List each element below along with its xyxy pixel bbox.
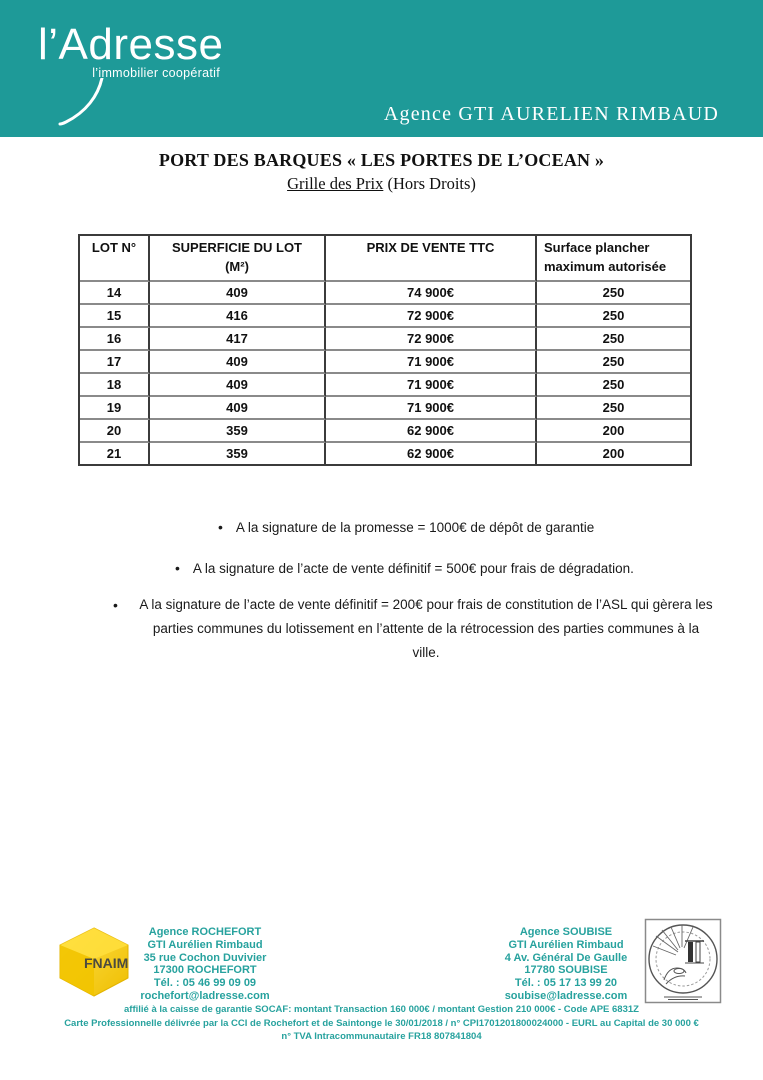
agency-rochefort-block: Agence ROCHEFORT GTI Aurélien Rimbaud 35 r… — [115, 926, 295, 1003]
table-row: 21 359 62 900€ 200 — [80, 443, 690, 464]
bullet-icon: • — [175, 560, 180, 576]
table-cell: 62 900€ — [326, 443, 537, 464]
agency-address-line: Tél. : 05 46 99 09 09 — [153, 977, 257, 990]
ladresse-logo-tagline: l’immobilier coopératif — [92, 66, 220, 80]
price-table-body: 14 409 74 900€ 250 15 416 72 900€ 250 16 417 72 90… — [80, 282, 690, 464]
table-cell: 359 — [150, 420, 326, 443]
header-band: l’Adresse l’immobilier coopératif Agence… — [0, 0, 763, 137]
agency-address-line: soubise@ladresse.com — [504, 989, 628, 1002]
table-cell: 200 — [602, 445, 625, 461]
table-cell: 417 — [150, 328, 326, 351]
agency-address-line: GTI Aurélien Rimbaud — [508, 938, 624, 951]
table-row: 15 416 72 900€ 250 — [80, 305, 690, 328]
table-cell: 71 900€ — [326, 397, 537, 420]
table-cell: 15 — [80, 305, 150, 328]
fnaim-logo: FNAIM — [59, 927, 129, 997]
subtitle-underlined: Grille des Prix — [287, 174, 384, 193]
table-cell: 20 — [80, 420, 150, 443]
table-cell: 409 — [150, 374, 326, 397]
col-header-line: Surface plancher — [544, 240, 650, 255]
table-row: 18 409 71 900€ 250 — [80, 374, 690, 397]
legal-line: affilié à la caisse de garantie SOCAF: m… — [124, 1004, 639, 1015]
table-header-row: LOT N° SUPERFICIE DU LOT (M²) PRIX DE VE… — [80, 236, 690, 282]
bullet-text: A la signature de l’acte de vente défini… — [192, 561, 634, 576]
col-header-line: LOT N° — [91, 240, 137, 255]
agency-address-line: 17780 SOUBISE — [524, 964, 608, 977]
price-table-head: LOT N° SUPERFICIE DU LOT (M²) PRIX DE VE… — [80, 236, 690, 282]
agency-banner-title: Agence GTI AURELIEN RIMBAUD — [383, 103, 719, 125]
agency-address-line: 17300 ROCHEFORT — [153, 964, 257, 977]
bullet-text: A la signature de l’acte de vente défini… — [139, 597, 713, 660]
legal-line: n° TVA Intracommunautaire FR18 807841804 — [281, 1031, 482, 1042]
table-cell: 200 — [537, 420, 690, 443]
col-header-surface-plancher: Surface plancher maximum autorisée — [537, 236, 690, 282]
table-cell: 409 — [150, 351, 326, 374]
agency-address-line: 4 Av. Général De Gaulle — [504, 951, 628, 964]
table-cell: 19 — [80, 397, 150, 420]
bullet-acte-asl: • A la signature de l’acte de vente défin… — [113, 593, 713, 665]
table-cell: 250 — [537, 305, 690, 328]
table-cell: 72 900€ — [326, 305, 537, 328]
col-header-line: PRIX DE VENTE TTC — [366, 240, 495, 255]
table-cell: 250 — [537, 328, 690, 351]
agency-address-line: GTI Aurélien Rimbaud — [147, 938, 263, 951]
ladresse-logo-text: l’Adresse — [38, 20, 224, 69]
agency-soubise-block: Agence SOUBISE GTI Aurélien Rimbaud 4 Av. … — [476, 926, 656, 1003]
guarantee-seal-image — [644, 918, 722, 1004]
table-cell: 71 900€ — [326, 351, 537, 374]
table-row: 16 417 72 900€ 250 — [80, 328, 690, 351]
bullet-promesse: • A la signature de la promesse = 1000€ d… — [218, 519, 594, 535]
bullet-text: A la signature de la promesse = 1000€ de… — [235, 520, 595, 535]
agency-address-line: rochefort@ladresse.com — [140, 989, 270, 1002]
document-title: PORT DES BARQUES « LES PORTES DE L’OCEAN… — [158, 150, 605, 170]
logo-swoosh-icon — [58, 78, 104, 126]
col-header-line: SUPERFICIE DU LOT — [171, 240, 302, 255]
table-cell: 16 — [80, 328, 150, 351]
table-cell: 18 — [80, 374, 150, 397]
col-header-line: (M²) — [225, 259, 249, 274]
col-header-lot: LOT N° — [80, 236, 150, 282]
table-row: 14 409 74 900€ 250 — [80, 282, 690, 305]
agency-address-line: Agence SOUBISE — [519, 926, 613, 938]
document-subtitle: Grille des Prix (Hors Droits) — [0, 174, 763, 194]
table-cell: 250 — [537, 351, 690, 374]
legal-text-block: affilié à la caisse de garantie SOCAF: m… — [0, 1003, 763, 1044]
table-cell: 416 — [150, 305, 326, 328]
table-cell: 62 900€ — [326, 420, 537, 443]
table-cell: 74 900€ — [326, 282, 537, 305]
price-grid-table: LOT N° SUPERFICIE DU LOT (M²) PRIX DE VE… — [78, 234, 692, 466]
agency-address-line: Tél. : 05 17 13 99 20 — [514, 977, 618, 990]
subtitle-plain: (Hors Droits) — [383, 174, 476, 193]
table-row: 19 409 71 900€ 250 — [80, 397, 690, 420]
col-header-line: maximum autorisée — [544, 259, 667, 274]
bullet-icon: • — [113, 597, 118, 613]
table-cell: 250 — [537, 397, 690, 420]
table-cell: 17 — [80, 351, 150, 374]
table-cell: 21 — [80, 443, 150, 464]
bullet-acte-degradation: • A la signature de l’acte de vente défin… — [175, 560, 634, 576]
table-cell: 14 — [80, 282, 150, 305]
table-row: 20 359 62 900€ 200 — [80, 420, 690, 443]
fnaim-logo-text: FNAIM — [84, 955, 128, 971]
legal-line: Carte Professionnelle délivrée par la CC… — [64, 1017, 699, 1029]
col-header-superficie: SUPERFICIE DU LOT (M²) — [150, 236, 326, 282]
table-row: 17 409 71 900€ 250 — [80, 351, 690, 374]
table-cell: 359 — [150, 443, 326, 464]
agency-address-line: Agence ROCHEFORT — [148, 926, 262, 938]
table-cell: 250 — [537, 282, 690, 305]
agency-address-line: 35 rue Cochon Duvivier — [143, 951, 267, 964]
bullet-icon: • — [218, 519, 223, 535]
table-cell: 409 — [150, 397, 326, 420]
table-cell: 71 900€ — [326, 374, 537, 397]
table-cell: 72 900€ — [326, 328, 537, 351]
ladresse-logo: l’Adresse l’immobilier coopératif — [38, 20, 224, 126]
table-cell: 409 — [150, 282, 326, 305]
table-cell: 250 — [537, 374, 690, 397]
col-header-prix: PRIX DE VENTE TTC — [326, 236, 537, 282]
